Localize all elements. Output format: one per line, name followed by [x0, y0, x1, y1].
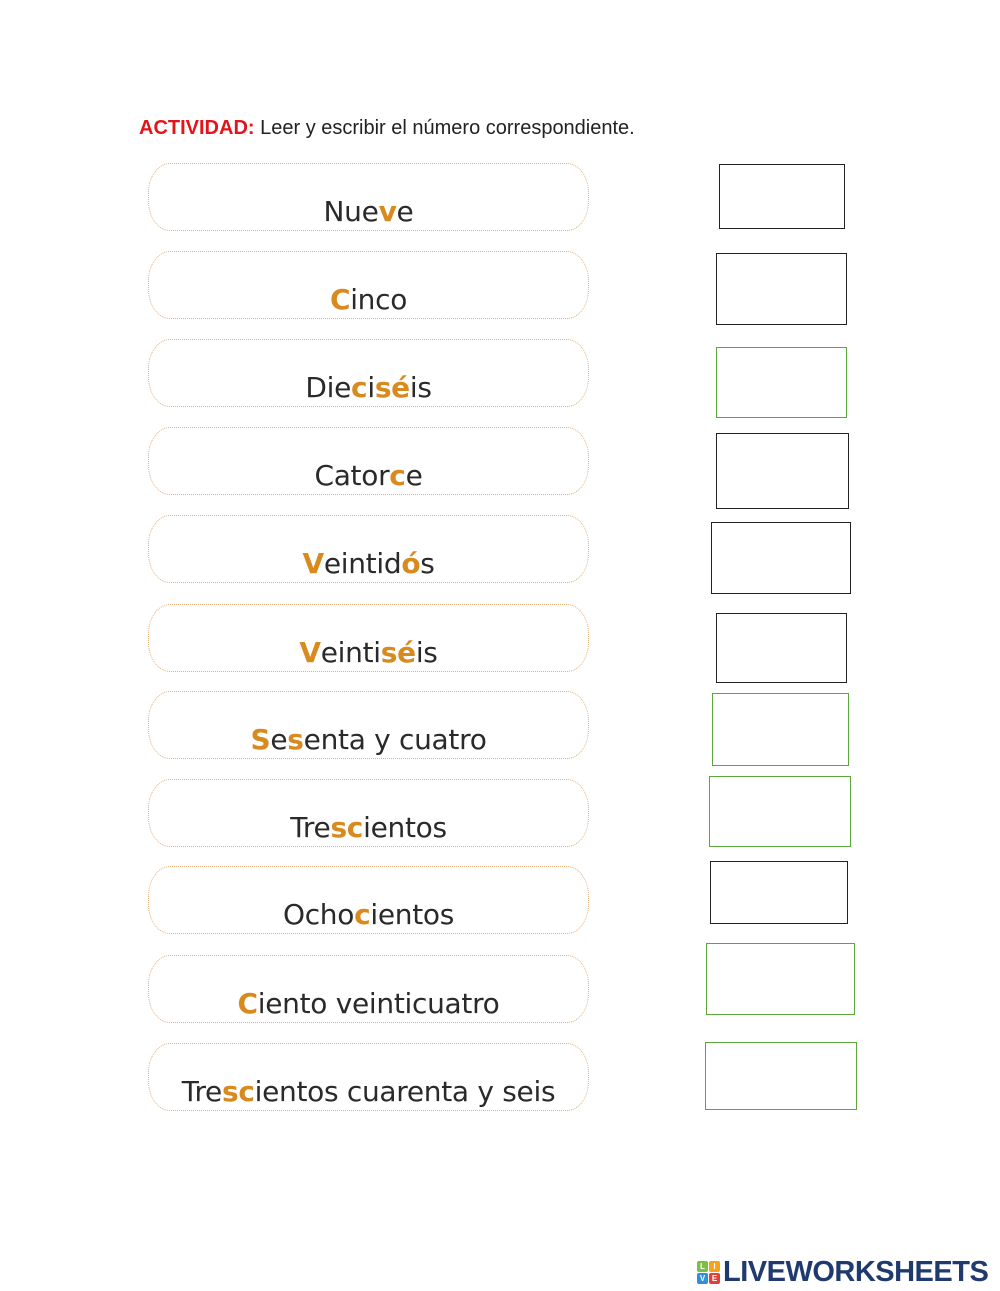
word-segment: inco — [350, 283, 408, 316]
number-word: Ochocientos — [149, 898, 588, 931]
word-segment: Tre — [181, 1075, 223, 1108]
word-segment: eintid — [323, 547, 402, 580]
activity-label: ACTIVIDAD: — [139, 117, 255, 139]
number-word: Ciento veinticuatro — [149, 987, 588, 1020]
answer-input-box[interactable] — [710, 861, 848, 924]
word-segment: Nue — [323, 195, 379, 228]
highlighted-letters: sc — [330, 811, 364, 844]
highlighted-letters: sc — [221, 1075, 255, 1108]
highlighted-letters: sé — [380, 636, 416, 669]
activity-title: ACTIVIDAD: Leer y escribir el número cor… — [139, 117, 635, 140]
word-segment: e — [405, 459, 423, 492]
word-segment: is — [409, 371, 432, 404]
word-segment: ientos cuarenta y seis — [254, 1075, 556, 1108]
answer-input-box[interactable] — [712, 693, 849, 766]
word-segment: enta y cuatro — [303, 723, 487, 756]
highlighted-letters: s — [287, 723, 304, 756]
number-word-card: Trescientos cuarenta y seis — [148, 1043, 589, 1111]
highlighted-letters: c — [354, 898, 371, 931]
word-segment: ientos — [370, 898, 455, 931]
word-segment: s — [420, 547, 435, 580]
logo-tile: E — [709, 1273, 720, 1284]
highlighted-letters: V — [302, 547, 324, 580]
answer-input-box[interactable] — [716, 253, 847, 325]
number-word-card: Nueve — [148, 163, 589, 231]
word-segment: iento veinticuatro — [257, 987, 500, 1020]
number-word-card: Veintidós — [148, 515, 589, 583]
highlighted-letters: V — [299, 636, 321, 669]
number-word-card: Trescientos — [148, 779, 589, 847]
word-segment: is — [415, 636, 438, 669]
word-segment: e — [270, 723, 288, 756]
number-word: Nueve — [149, 195, 588, 228]
number-word: Trescientos cuarenta y seis — [149, 1075, 588, 1108]
number-word: Cinco — [149, 283, 588, 316]
number-word: Veintidós — [149, 547, 588, 580]
answer-input-box[interactable] — [709, 776, 851, 847]
answer-input-box[interactable] — [706, 943, 855, 1015]
highlighted-letters: v — [378, 195, 397, 228]
highlighted-letters: C — [237, 987, 259, 1020]
highlighted-letters: ó — [401, 547, 421, 580]
logo-text: LIVEWORKSHEETS — [723, 1256, 989, 1288]
highlighted-letters: c — [389, 459, 406, 492]
logo-tile: L — [697, 1261, 708, 1272]
number-word-card: Ciento veinticuatro — [148, 955, 589, 1023]
word-segment: i — [367, 371, 375, 404]
answer-input-box[interactable] — [716, 347, 847, 418]
number-word: Dieciséis — [149, 371, 588, 404]
logo-tile: V — [697, 1273, 708, 1284]
answer-input-box[interactable] — [716, 613, 847, 683]
number-word-card: Cinco — [148, 251, 589, 319]
word-segment: Ocho — [282, 898, 355, 931]
word-segment: Cator — [314, 459, 390, 492]
word-segment: ientos — [363, 811, 447, 844]
activity-instruction: Leer y escribir el número correspondient… — [254, 117, 635, 139]
word-segment: Die — [305, 371, 352, 404]
highlighted-letters: c — [351, 371, 368, 404]
number-word-card: Catorce — [148, 427, 589, 495]
word-segment: einti — [320, 636, 381, 669]
number-word-card: Dieciséis — [148, 339, 589, 407]
number-word: Sesenta y cuatro — [149, 723, 588, 756]
highlighted-letters: S — [250, 723, 271, 756]
highlighted-letters: sé — [374, 371, 410, 404]
answer-input-box[interactable] — [716, 433, 849, 509]
highlighted-letters: C — [329, 283, 351, 316]
answer-input-box[interactable] — [711, 522, 851, 594]
number-word-card: Sesenta y cuatro — [148, 691, 589, 759]
number-word: Catorce — [149, 459, 588, 492]
answer-input-box[interactable] — [705, 1042, 857, 1110]
logo-tile: I — [709, 1261, 720, 1272]
word-segment: e — [396, 195, 414, 228]
word-segment: Tre — [290, 811, 331, 844]
number-word-card: Ochocientos — [148, 866, 589, 934]
number-word: Trescientos — [149, 811, 588, 844]
answer-input-box[interactable] — [719, 164, 845, 229]
number-word-card: Veintiséis — [148, 604, 589, 672]
number-word: Veintiséis — [149, 636, 588, 669]
